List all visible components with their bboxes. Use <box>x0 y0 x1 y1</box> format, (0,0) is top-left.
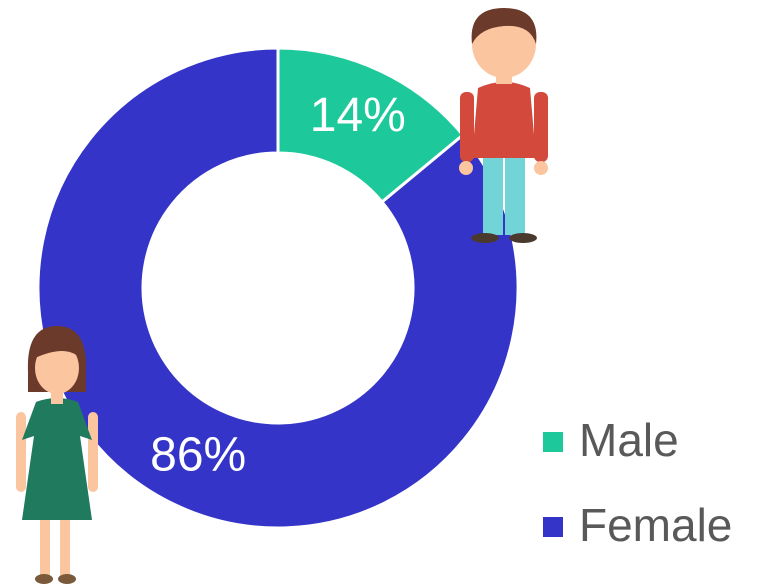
legend: Male Female <box>543 414 732 551</box>
woman-figure <box>16 326 98 584</box>
legend-label: Female <box>579 499 732 551</box>
legend-swatch <box>543 517 563 537</box>
legend-label: Male <box>579 414 679 466</box>
legend-swatch <box>543 432 563 452</box>
value-label: 14% <box>310 89 406 142</box>
donut <box>38 48 518 528</box>
chart: 14% 86% Male Female <box>0 0 759 584</box>
value-label: 86% <box>150 428 246 481</box>
